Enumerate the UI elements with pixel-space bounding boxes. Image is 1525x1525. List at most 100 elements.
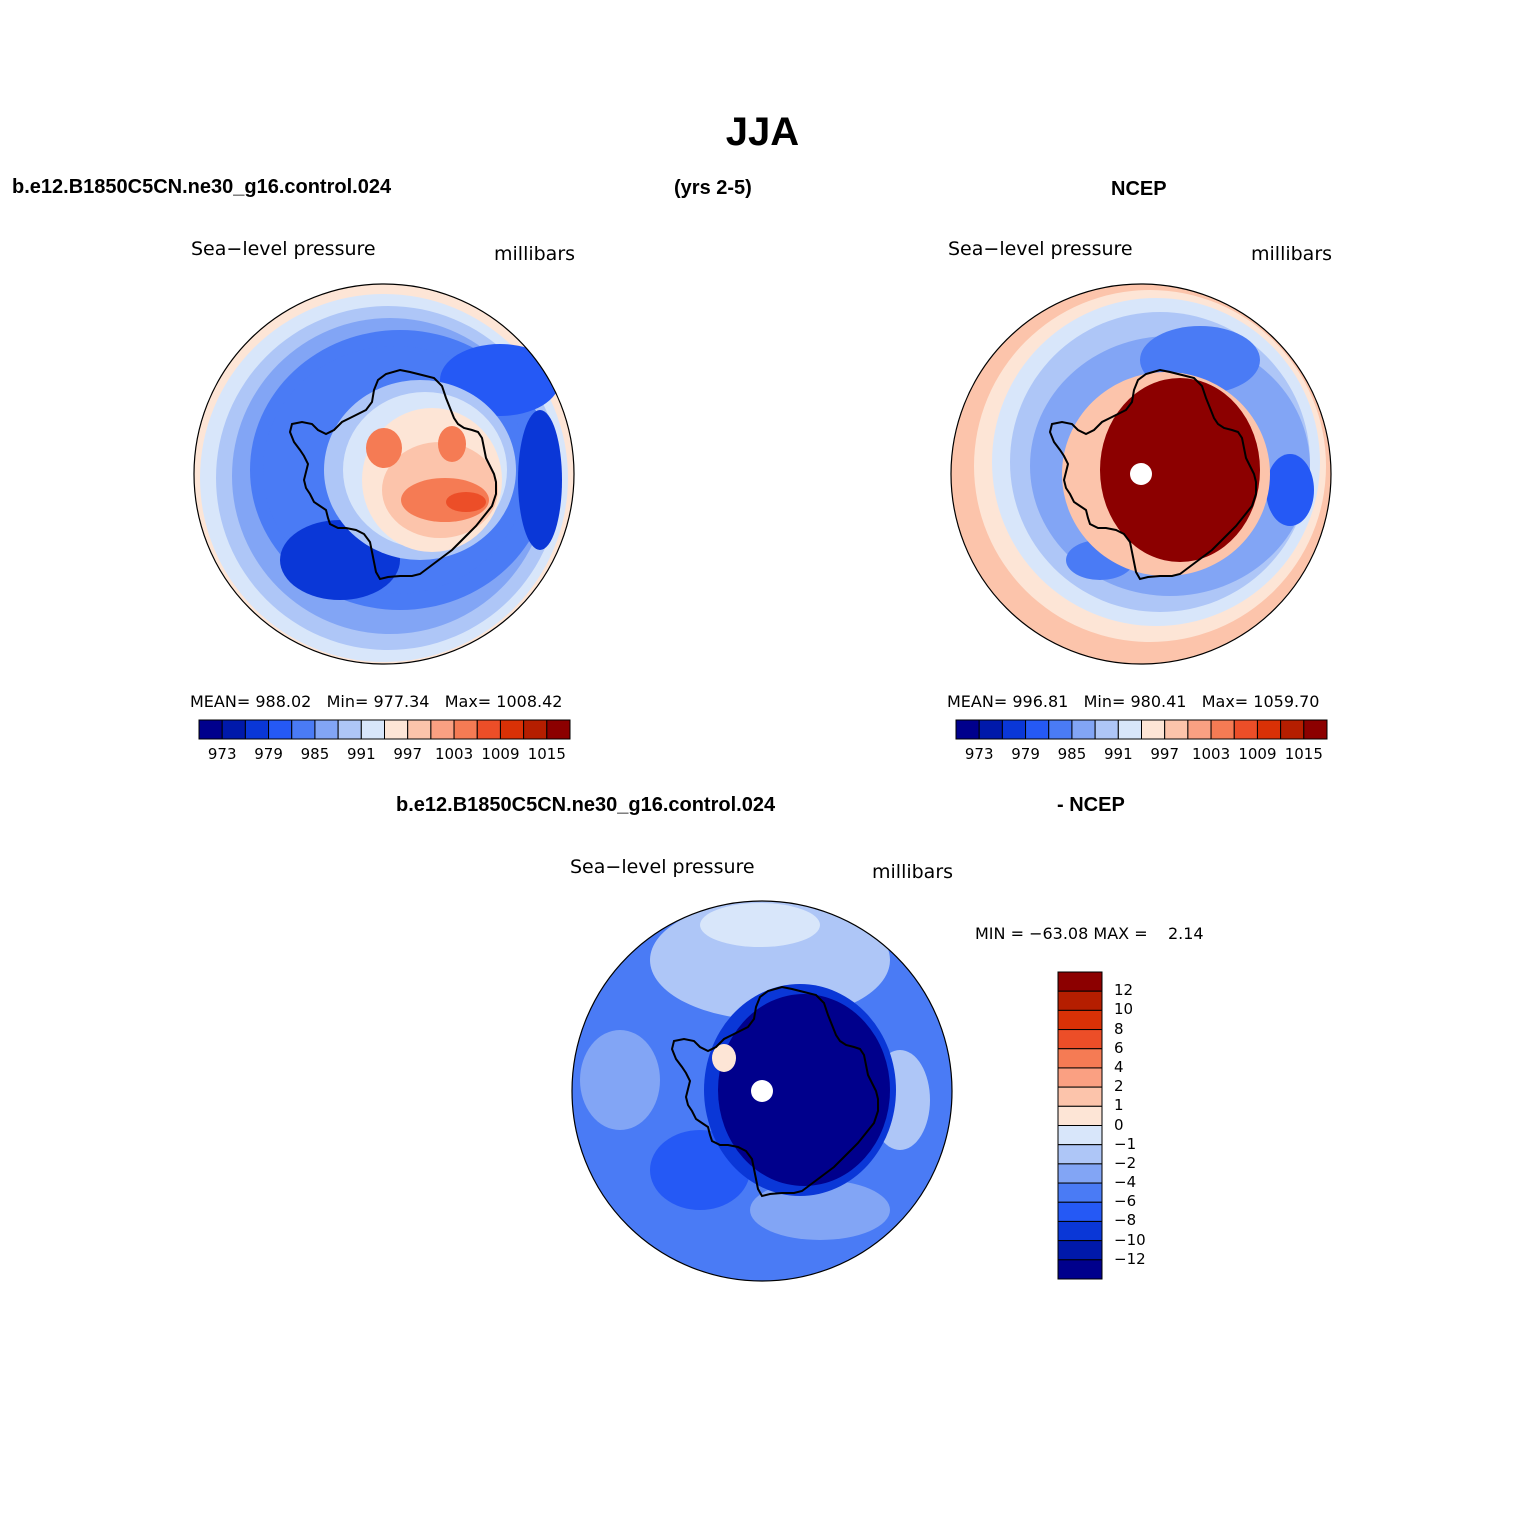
diff-colorbar-swatch [1057, 1048, 1103, 1069]
model-colorbar-swatch [407, 719, 432, 740]
obs-colorbar-swatch [1256, 719, 1282, 740]
obs-colorbar-tick-label: 997 [1150, 745, 1179, 763]
diff-colorbar-swatch [1057, 1163, 1103, 1184]
obs-colorbar-swatch [1001, 719, 1027, 740]
obs-colorbar-swatch [1187, 719, 1212, 740]
obs-name-label: NCEP [1111, 178, 1167, 200]
diff-colorbar-tick-label: 6 [1114, 1038, 1124, 1057]
model-colorbar-swatch [499, 719, 525, 740]
model-colorbar-swatch [476, 719, 501, 740]
model-colorbar-swatch [221, 719, 246, 740]
diff-map-border [571, 900, 953, 1282]
obs-colorbar-tick-label: 1015 [1284, 745, 1323, 763]
model-colorbar-swatch [523, 719, 548, 740]
obs-colorbar-tick-label: 979 [1011, 745, 1040, 763]
diff-colorbar-tick-label: 0 [1114, 1115, 1124, 1134]
diff-colorbar-tick-label: 1 [1114, 1096, 1124, 1115]
diff-colorbar-swatch [1057, 1240, 1103, 1261]
diff-case-name-label: b.e12.B1850C5CN.ne30_g16.control.024 [396, 794, 776, 816]
obs-stats: MEAN= 996.81 Min= 980.41 Max= 1059.70 [947, 692, 1320, 711]
diff-colorbar-tick-label: −10 [1114, 1230, 1146, 1249]
obs-colorbar-tick-label: 991 [1103, 745, 1133, 763]
diff-units-label: millibars [872, 861, 954, 883]
case-name-label: b.e12.B1850C5CN.ne30_g16.control.024 [12, 176, 392, 198]
diff-colorbar-swatch [1057, 1259, 1103, 1280]
model-colorbar-tick-label: 1003 [434, 745, 474, 763]
diff-colorbar-tick-label: 12 [1114, 981, 1134, 1000]
model-colorbar-swatch [546, 719, 571, 740]
diff-colorbar-tick-label: −12 [1114, 1249, 1146, 1268]
obs-colorbar-swatch [1094, 719, 1119, 740]
diff-colorbar-tick-label: 10 [1114, 1000, 1134, 1019]
obs-colorbar-swatch [1303, 719, 1328, 740]
diff-colorbar-tick-label: −2 [1114, 1153, 1137, 1172]
diff-colorbar-swatch [1057, 1220, 1103, 1242]
diff-colorbar-tick-label: −6 [1114, 1192, 1137, 1211]
obs-colorbar-swatch [955, 719, 980, 740]
obs-colorbar-swatch [1071, 719, 1096, 740]
diff-colorbar-swatch [1057, 1144, 1103, 1165]
obs-colorbar-swatch [978, 719, 1003, 740]
model-colorbar-swatch [268, 719, 293, 740]
model-colorbar-swatch [314, 719, 339, 740]
obs-units-label: millibars [1251, 243, 1333, 265]
obs-colorbar-swatch [1164, 719, 1189, 740]
years-label: (yrs 2-5) [674, 177, 752, 199]
diff-colorbar-tick-label: −4 [1114, 1173, 1137, 1192]
diff-colorbar-swatch [1057, 1067, 1103, 1088]
model-colorbar-swatch [244, 719, 270, 740]
diff-colorbar-tick-label: 8 [1114, 1019, 1124, 1038]
obs-colorbar-swatch [1048, 719, 1073, 740]
model-variable-label: Sea−level pressure [191, 238, 376, 260]
model-colorbar-swatch [384, 719, 409, 740]
obs-colorbar [955, 719, 1328, 740]
diff-colorbar-tick-label: 4 [1114, 1057, 1124, 1076]
diff-colorbar-swatch [1057, 1105, 1103, 1126]
diff-colorbar-tick-label: 2 [1114, 1077, 1124, 1096]
diff-colorbar-swatch [1057, 990, 1103, 1011]
diff-colorbar-swatch [1057, 1086, 1103, 1107]
model-colorbar-swatch [291, 719, 316, 740]
obs-colorbar-swatch [1025, 719, 1050, 740]
model-map [194, 284, 574, 664]
model-colorbar-tick-label: 973 [207, 745, 237, 763]
diff-colorbar-tick-label: −1 [1114, 1134, 1137, 1153]
model-colorbar-tick-label: 1015 [527, 745, 566, 763]
model-colorbar-tick-label: 985 [300, 745, 330, 763]
model-colorbar-tick-label: 997 [393, 745, 422, 763]
obs-colorbar-swatch [1280, 719, 1305, 740]
obs-map [951, 284, 1331, 664]
model-colorbar-swatch [430, 719, 455, 740]
diff-variable-label: Sea−level pressure [570, 856, 755, 878]
obs-colorbar-tick-label: 985 [1057, 745, 1087, 763]
obs-colorbar-tick-label: 1009 [1238, 745, 1277, 763]
diff-obs-name-label: - NCEP [1057, 794, 1125, 816]
model-colorbar-swatch [360, 719, 385, 740]
diff-colorbar-swatch [1057, 971, 1103, 992]
model-colorbar-swatch [453, 719, 478, 740]
model-colorbar [198, 719, 571, 740]
model-stats: MEAN= 988.02 Min= 977.34 Max= 1008.42 [190, 692, 563, 711]
diff-colorbar [1057, 971, 1103, 1280]
diff-map [572, 901, 952, 1281]
obs-colorbar-swatch [1117, 719, 1142, 740]
model-units-label: millibars [494, 243, 576, 265]
obs-colorbar-tick-label: 1003 [1191, 745, 1231, 763]
diff-colorbar-tick-label: −8 [1114, 1211, 1137, 1230]
obs-colorbar-swatch [1210, 719, 1235, 740]
diff-colorbar-swatch [1057, 1201, 1103, 1222]
model-colorbar-swatch [337, 719, 362, 740]
model-colorbar-tick-label: 991 [346, 745, 376, 763]
model-colorbar-tick-label: 1009 [481, 745, 520, 763]
model-map-border [193, 283, 575, 665]
diff-colorbar-swatch [1057, 1182, 1103, 1203]
diff-colorbar-swatch [1057, 1009, 1103, 1031]
obs-colorbar-swatch [1233, 719, 1258, 740]
model-colorbar-tick-label: 979 [254, 745, 283, 763]
obs-map-border [950, 283, 1332, 665]
obs-colorbar-swatch [1141, 719, 1166, 740]
obs-colorbar-tick-label: 973 [964, 745, 994, 763]
model-colorbar-swatch [198, 719, 223, 740]
diff-colorbar-swatch [1057, 1125, 1103, 1146]
